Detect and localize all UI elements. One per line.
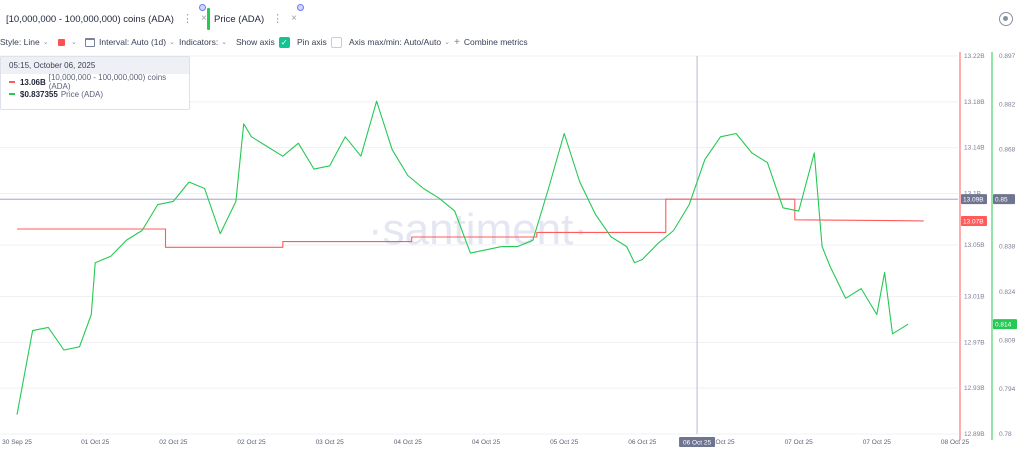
series-layer <box>16 100 924 415</box>
grid-lines <box>0 55 958 435</box>
right-axis-tick-label: 0.824 <box>999 289 1016 296</box>
last-value-label-left: 13.07B <box>963 218 984 225</box>
left-axis-tick-label: 13.05B <box>964 242 985 249</box>
chevron-down-icon: ⌄ <box>71 39 77 46</box>
axis-maxmin-label: Axis max/min: Auto/Auto <box>349 37 442 47</box>
hover-tooltip: 05:15, October 06, 2025 13.06B [10,000,0… <box>0 56 190 110</box>
tooltip-series-name: Price (ADA) <box>60 89 104 99</box>
more-options-icon[interactable]: ⋮ <box>181 12 193 25</box>
metric-color-bar <box>207 8 210 30</box>
tooltip-value: 13.06B <box>19 77 46 87</box>
series-color-marker <box>9 93 15 95</box>
x-axis-tick-label: 02 Oct 25 <box>237 439 266 446</box>
color-swatch-icon <box>58 38 65 46</box>
calendar-icon <box>85 37 95 47</box>
chevron-down-icon: ⌄ <box>42 39 49 46</box>
right-axis-tick-label: 0.78 <box>999 431 1012 438</box>
more-options-icon[interactable]: ⋮ <box>272 12 284 25</box>
left-axis-tick-label: 12.93B <box>964 385 985 392</box>
checkbox-checked-icon[interactable]: ✓ <box>278 36 290 48</box>
tooltip-row: $0.837355 Price (ADA) <box>1 88 189 100</box>
crosshair-value-label-left-bg <box>961 194 987 205</box>
x-axis-tick-label: 08 Oct 25 <box>941 439 970 446</box>
right-axis-tick-label: 0.809 <box>999 337 1016 344</box>
left-axis-tick-label: 13.1B <box>964 190 981 197</box>
left-axis-tick-label: 12.97B <box>964 339 985 346</box>
left-axis-tick-label: 13.22B <box>964 53 985 60</box>
right-axis-tick-label: 0.838 <box>999 244 1016 251</box>
right-axis-tick-label: 0.868 <box>999 147 1016 154</box>
interval-dropdown[interactable]: Interval: Auto (1d) ⌄ <box>85 35 175 49</box>
right-axis-tick-label: 0.882 <box>999 101 1016 108</box>
plus-icon: + <box>454 36 460 48</box>
santiment-watermark: ·santiment· <box>368 205 588 254</box>
x-axis-tick-label: 03 Oct 25 <box>316 439 345 446</box>
left-axis-tick-label: 13.18B <box>964 99 985 106</box>
last-value-label-right-bg <box>993 319 1017 330</box>
x-axis-tick-label: 07 Oct 25 <box>863 439 892 446</box>
chevron-down-icon: ⌄ <box>444 39 450 46</box>
axis-maxmin-dropdown[interactable]: Axis max/min: Auto/Auto ⌄ <box>349 35 450 49</box>
series-line <box>17 198 924 248</box>
color-picker[interactable]: ⌄ <box>58 35 77 49</box>
style-label: Style: Line <box>0 37 40 47</box>
axis-labels: 13.22B 13.18B 13.14B 13.1B 13.05B 13.01B 12.97… <box>2 53 1017 447</box>
tooltip-value: $0.837355 <box>20 89 58 99</box>
style-dropdown[interactable]: Style: Line ⌄ <box>0 35 49 49</box>
left-axis-tick-label: 13.01B <box>964 294 985 301</box>
x-axis-tick-label: 04 Oct 25 <box>394 439 423 446</box>
pin-axis-toggle[interactable]: Pin axis <box>297 35 342 49</box>
left-axis-tick-label: 12.89B <box>964 431 985 438</box>
x-axis-tick-label: 30 Sep 25 <box>2 439 32 446</box>
notification-badge-icon <box>199 4 206 11</box>
crosshair-value-label-right: 0.85 <box>995 197 1008 204</box>
last-value-label-left-bg <box>961 215 987 226</box>
metric-label: [10,000,000 - 100,000,000) coins (ADA) <box>6 13 174 25</box>
crosshair-value-label-left: 13.09B <box>963 197 984 204</box>
chart-toolbar: Style: Line ⌄ ⌄ Interval: Auto (1d) ⌄ In… <box>0 35 1024 49</box>
series-color-marker <box>9 81 15 83</box>
x-axis-tick-label: 07 Oct 25 <box>785 439 814 446</box>
series-line <box>16 100 909 415</box>
show-axis-toggle[interactable]: Show axis ✓ <box>236 35 290 49</box>
indicators-dropdown[interactable]: Indicators: ⌄ <box>179 35 227 49</box>
metric-tab-holders[interactable]: [10,000,000 - 100,000,000) coins (ADA) ⋮… <box>2 4 207 30</box>
right-axis-tick-label: 0.794 <box>999 386 1016 393</box>
x-axis-tick-label: 05 Oct 25 <box>550 439 579 446</box>
combine-metrics-button[interactable]: + Combine metrics <box>454 35 528 49</box>
metric-label: Price (ADA) <box>214 13 265 25</box>
close-icon[interactable]: × <box>291 13 297 24</box>
close-icon[interactable]: × <box>200 13 207 24</box>
notification-badge-icon <box>297 4 304 11</box>
tooltip-date: 05:15, October 06, 2025 <box>1 57 189 74</box>
crosshair-value-label-right-bg <box>993 194 1015 205</box>
x-axis-tick-label: 01 Oct 25 <box>81 439 110 446</box>
x-axis-tick-label: 02 Oct 25 <box>159 439 188 446</box>
x-axis-tick-label: 06 Oct 25 <box>628 439 657 446</box>
x-axis-tick-label: 06 Oct 25 <box>706 439 735 446</box>
show-axis-label: Show axis <box>236 37 275 47</box>
chevron-down-icon: ⌄ <box>221 39 228 46</box>
last-value-label-right: 0.814 <box>995 322 1012 329</box>
pin-axis-label: Pin axis <box>297 37 327 47</box>
combine-metrics-label: Combine metrics <box>463 37 528 47</box>
axes <box>0 52 993 440</box>
chevron-down-icon: ⌄ <box>169 39 175 46</box>
crosshair-date-badge <box>679 437 716 447</box>
crosshair-date-label: 06 Oct 25 <box>683 440 712 447</box>
indicators-label: Indicators: <box>179 37 219 47</box>
x-axis-tick-label: 04 Oct 25 <box>472 439 501 446</box>
tooltip-series-name: [10,000,000 - 100,000,000) coins (ADA) <box>48 73 167 91</box>
metric-tab-price[interactable]: Price (ADA) ⋮ × <box>207 4 304 30</box>
interval-label: Interval: Auto (1d) <box>99 37 167 47</box>
left-axis-tick-label: 13.14B <box>964 145 985 152</box>
checkbox-empty-icon[interactable] <box>330 36 342 48</box>
settings-icon[interactable] <box>999 12 1013 26</box>
right-axis-tick-label: 0.897 <box>999 53 1016 60</box>
tooltip-row: 13.06B [10,000,000 - 100,000,000) coins … <box>1 73 189 91</box>
